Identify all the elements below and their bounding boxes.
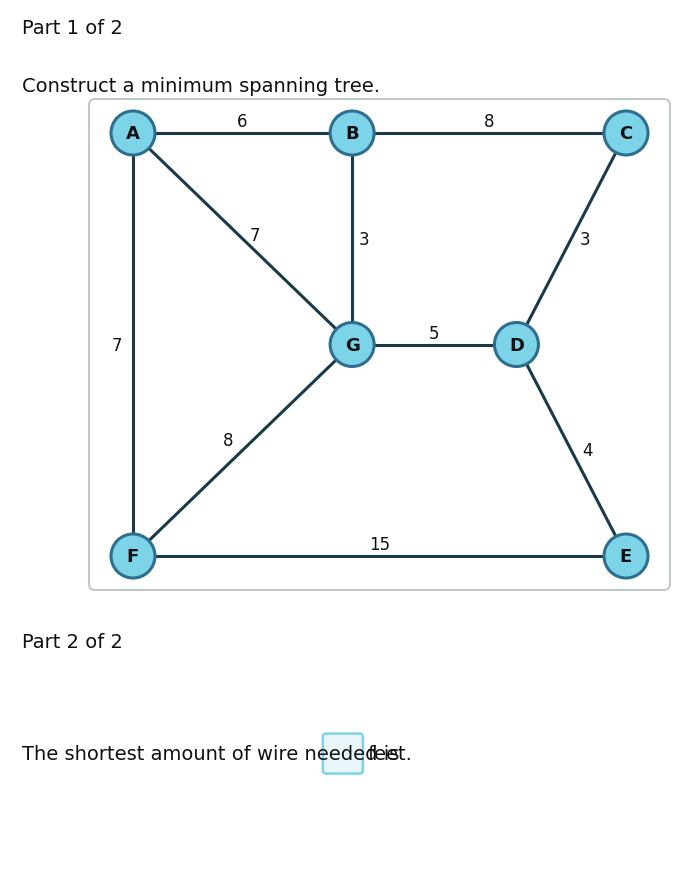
Text: C: C <box>619 125 633 143</box>
Text: 15: 15 <box>369 535 390 554</box>
Circle shape <box>494 323 539 367</box>
Text: feet.: feet. <box>368 744 413 763</box>
Text: Construct a minimum spanning tree.: Construct a minimum spanning tree. <box>22 76 380 96</box>
FancyBboxPatch shape <box>89 100 670 590</box>
Text: 5: 5 <box>429 324 439 342</box>
Text: B: B <box>346 125 359 143</box>
Text: 6: 6 <box>237 113 248 131</box>
Text: Part 1 of 2: Part 1 of 2 <box>22 19 123 38</box>
Text: 7: 7 <box>249 227 260 244</box>
Text: G: G <box>345 336 359 354</box>
Text: A: A <box>126 125 140 143</box>
Circle shape <box>111 534 155 579</box>
Text: E: E <box>620 547 632 566</box>
Circle shape <box>604 112 648 156</box>
Text: 7: 7 <box>112 336 122 354</box>
Text: The shortest amount of wire needed is: The shortest amount of wire needed is <box>22 744 399 763</box>
Text: Part 2 of 2: Part 2 of 2 <box>22 632 123 651</box>
Circle shape <box>111 112 155 156</box>
Circle shape <box>604 534 648 579</box>
Text: 8: 8 <box>223 432 234 450</box>
Text: D: D <box>509 336 524 354</box>
FancyBboxPatch shape <box>323 733 363 773</box>
Text: 3: 3 <box>580 230 591 249</box>
Circle shape <box>330 112 374 156</box>
Text: 3: 3 <box>359 230 369 249</box>
Text: 8: 8 <box>484 113 494 131</box>
Text: 4: 4 <box>582 441 593 460</box>
Circle shape <box>330 323 374 367</box>
Text: F: F <box>127 547 139 566</box>
